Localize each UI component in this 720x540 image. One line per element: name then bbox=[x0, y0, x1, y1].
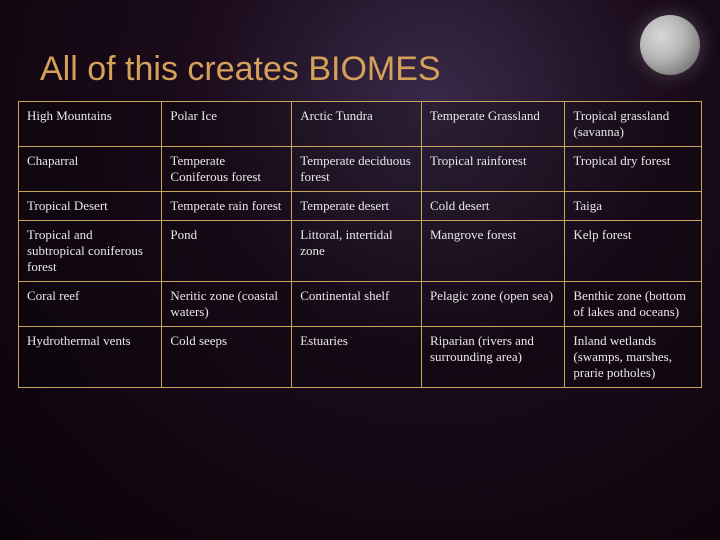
table-row: High MountainsPolar IceArctic TundraTemp… bbox=[19, 102, 702, 147]
biome-cell: Polar Ice bbox=[162, 102, 292, 147]
biomes-table-container: High MountainsPolar IceArctic TundraTemp… bbox=[0, 101, 720, 388]
biome-cell: Temperate Coniferous forest bbox=[162, 147, 292, 192]
table-row: Coral reefNeritic zone (coastal waters)C… bbox=[19, 282, 702, 327]
biome-cell: Tropical and subtropical coniferous fore… bbox=[19, 221, 162, 282]
biome-cell: Neritic zone (coastal waters) bbox=[162, 282, 292, 327]
biome-cell: Cold desert bbox=[421, 192, 564, 221]
biome-cell: Chaparral bbox=[19, 147, 162, 192]
biome-cell: Temperate rain forest bbox=[162, 192, 292, 221]
biomes-table: High MountainsPolar IceArctic TundraTemp… bbox=[18, 101, 702, 388]
biome-cell: Tropical Desert bbox=[19, 192, 162, 221]
page-title: All of this creates BIOMES bbox=[0, 0, 720, 101]
table-row: Tropical DesertTemperate rain forestTemp… bbox=[19, 192, 702, 221]
biome-cell: Temperate Grassland bbox=[421, 102, 564, 147]
biome-cell: Hydrothermal vents bbox=[19, 327, 162, 388]
biome-cell: Tropical grassland (savanna) bbox=[565, 102, 702, 147]
biome-cell: Pond bbox=[162, 221, 292, 282]
biome-cell: Temperate deciduous forest bbox=[292, 147, 422, 192]
biome-cell: Mangrove forest bbox=[421, 221, 564, 282]
biome-cell: Estuaries bbox=[292, 327, 422, 388]
biome-cell: Arctic Tundra bbox=[292, 102, 422, 147]
biome-cell: Tropical dry forest bbox=[565, 147, 702, 192]
biome-cell: Tropical rainforest bbox=[421, 147, 564, 192]
biome-cell: Cold seeps bbox=[162, 327, 292, 388]
table-row: ChaparralTemperate Coniferous forestTemp… bbox=[19, 147, 702, 192]
biome-cell: Inland wetlands (swamps, marshes, prarie… bbox=[565, 327, 702, 388]
moon-decoration bbox=[640, 15, 700, 75]
biome-cell: Benthic zone (bottom of lakes and oceans… bbox=[565, 282, 702, 327]
table-row: Tropical and subtropical coniferous fore… bbox=[19, 221, 702, 282]
biome-cell: High Mountains bbox=[19, 102, 162, 147]
biome-cell: Temperate desert bbox=[292, 192, 422, 221]
biome-cell: Continental shelf bbox=[292, 282, 422, 327]
biome-cell: Pelagic zone (open sea) bbox=[421, 282, 564, 327]
biome-cell: Taiga bbox=[565, 192, 702, 221]
biome-cell: Kelp forest bbox=[565, 221, 702, 282]
biome-cell: Coral reef bbox=[19, 282, 162, 327]
biome-cell: Littoral, intertidal zone bbox=[292, 221, 422, 282]
table-row: Hydrothermal ventsCold seepsEstuariesRip… bbox=[19, 327, 702, 388]
biome-cell: Riparian (rivers and surrounding area) bbox=[421, 327, 564, 388]
